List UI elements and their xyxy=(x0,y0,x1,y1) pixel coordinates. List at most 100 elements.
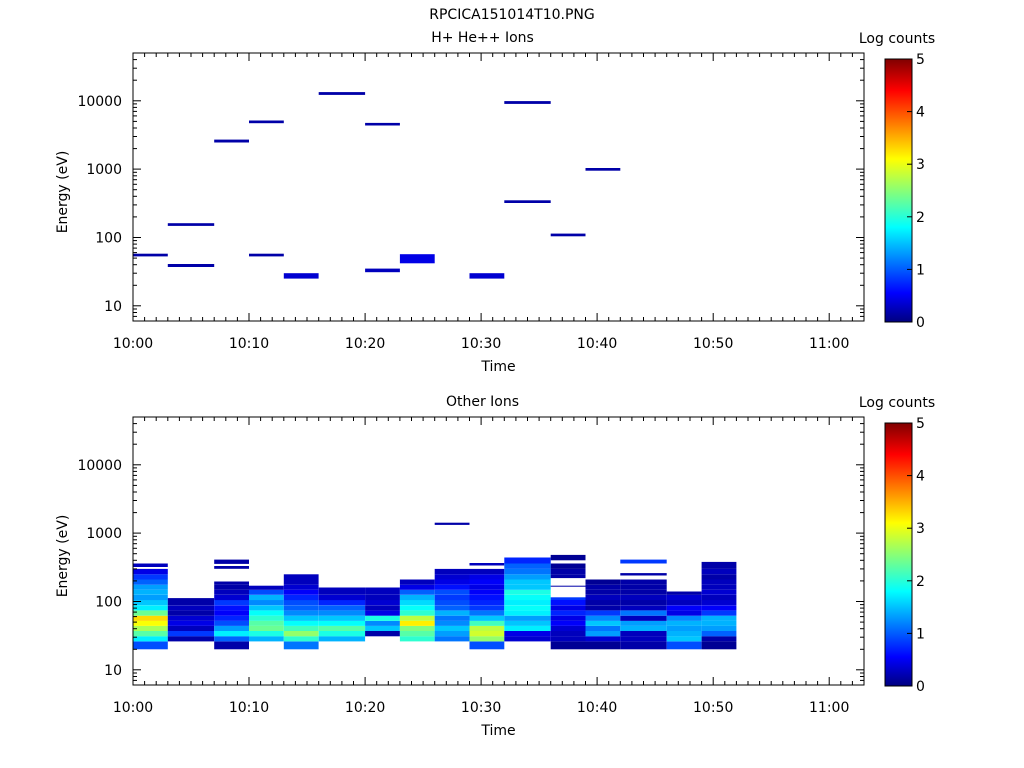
heatmap-cell xyxy=(214,589,249,595)
heatmap-cell xyxy=(469,568,505,575)
heatmap-cell xyxy=(365,625,400,631)
heatmap-cell xyxy=(399,594,435,601)
heatmap-cell xyxy=(283,594,319,601)
colorbar-label: Log counts xyxy=(859,395,935,411)
heatmap-cell xyxy=(214,139,249,143)
y-axis: 10 100 1000 10000 xyxy=(77,52,864,322)
x-tick-label: 10:40 xyxy=(577,336,617,352)
heatmap-cell xyxy=(504,625,551,631)
x-tick-label: 10:50 xyxy=(693,700,733,716)
heatmap-cell xyxy=(283,610,319,616)
heatmap-cell xyxy=(469,605,505,611)
heatmap-cell xyxy=(214,581,249,585)
x-axis-label: Time xyxy=(480,359,515,375)
heatmap-cell xyxy=(133,579,168,585)
heatmap-cell xyxy=(283,615,319,621)
colorbar-gradient xyxy=(884,58,913,323)
heatmap-cell xyxy=(434,631,470,637)
heatmap-cell xyxy=(133,620,168,626)
colorbar-tick-label: 4 xyxy=(916,469,925,485)
heatmap-cell xyxy=(283,600,319,606)
heatmap-cell xyxy=(550,605,586,611)
heatmap-cell xyxy=(585,625,621,631)
heatmap-cell xyxy=(504,610,551,616)
panel-title: H+ He++ Ions xyxy=(431,30,534,46)
heatmap-cell xyxy=(399,636,435,642)
heatmap-cell xyxy=(133,615,168,621)
heatmap-cell xyxy=(550,568,586,575)
heatmap-cell xyxy=(585,168,621,171)
heatmap-cell xyxy=(550,574,586,579)
heatmap-cell xyxy=(133,563,168,567)
heatmap-cell xyxy=(504,101,551,104)
heatmap-cell xyxy=(620,579,667,585)
heatmap-cell xyxy=(249,631,284,637)
heatmap-cell xyxy=(701,568,737,575)
y-tick-label: 1000 xyxy=(86,526,122,542)
heatmap-cell xyxy=(249,594,284,601)
heatmap-cell xyxy=(283,574,319,580)
heatmap-cell xyxy=(434,584,470,590)
heatmap-cell xyxy=(550,636,586,642)
heatmap-cell xyxy=(504,589,551,595)
heatmap-cell xyxy=(283,273,319,279)
heatmap-cell xyxy=(399,615,435,621)
heatmap-cell xyxy=(249,625,284,631)
heatmap-cell xyxy=(133,631,168,637)
heatmap-cell xyxy=(585,579,621,585)
heatmap-cell xyxy=(167,598,215,600)
heatmap-cell xyxy=(133,641,168,650)
heatmap-cell xyxy=(585,620,621,626)
heatmap-cell xyxy=(504,631,551,637)
heatmap-cell xyxy=(249,253,284,257)
heatmap-cell xyxy=(701,584,737,590)
heatmap-cell xyxy=(620,584,667,590)
heatmap-cell xyxy=(701,589,737,595)
heatmap-cell xyxy=(469,584,505,590)
heatmap-cell xyxy=(666,610,702,616)
x-tick-label: 11:00 xyxy=(809,336,849,352)
heatmap-cell xyxy=(133,594,168,601)
x-tick-label: 10:00 xyxy=(113,700,153,716)
heatmap-cell xyxy=(504,594,551,601)
heatmap-cell xyxy=(283,631,319,637)
heatmap-cell xyxy=(666,594,702,601)
y-tick-label: 100 xyxy=(95,595,122,611)
heatmap-cell xyxy=(585,600,621,606)
heatmap-cell xyxy=(249,636,284,642)
heatmap-cell xyxy=(318,615,366,621)
x-tick-label: 10:30 xyxy=(461,336,501,352)
heatmap-cell xyxy=(214,584,249,590)
heatmap-cell xyxy=(666,600,702,606)
heatmap-cell xyxy=(469,610,505,616)
heatmap-cell xyxy=(434,589,470,595)
colorbar-tick-label: 1 xyxy=(916,626,925,642)
heatmap-cell xyxy=(620,631,667,637)
heatmap-cell xyxy=(434,620,470,626)
heatmap-cell xyxy=(214,625,249,631)
heatmap-cell xyxy=(550,597,586,600)
heatmap-cell xyxy=(550,631,586,637)
heatmap-cell xyxy=(167,600,215,606)
heatmap-cell xyxy=(399,589,435,595)
heatmap-cell xyxy=(133,589,168,595)
heatmap-cell xyxy=(585,615,621,621)
heatmap-cell xyxy=(249,585,284,590)
x-tick-label: 10:20 xyxy=(345,336,385,352)
heatmap-cell xyxy=(469,636,505,642)
heatmap-cell xyxy=(167,625,215,631)
heatmap-cell xyxy=(434,636,470,642)
x-tick-label: 10:50 xyxy=(693,336,733,352)
heatmap-cells xyxy=(133,92,621,279)
heatmap-cell xyxy=(167,636,215,642)
heatmap-cell xyxy=(550,233,586,237)
heatmap-cell xyxy=(469,579,505,585)
heatmap-cell xyxy=(620,615,667,621)
heatmap-cell xyxy=(365,268,400,273)
heatmap-cell xyxy=(318,625,366,631)
heatmap-cell xyxy=(469,600,505,606)
heatmap-cell xyxy=(550,625,586,631)
heatmap-cell xyxy=(318,605,366,611)
heatmap-cell xyxy=(283,605,319,611)
